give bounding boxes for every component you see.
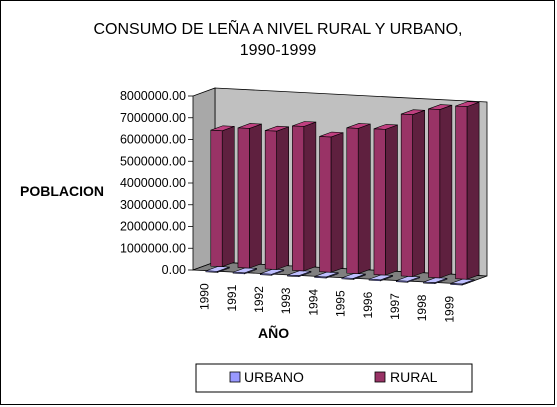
bar-urbano-1996 xyxy=(368,274,393,282)
bar-urbano-1994 xyxy=(314,271,339,279)
bar-rural-1991 xyxy=(237,123,262,269)
bar-urbano-1997-front xyxy=(395,280,408,283)
bar-urbano-1992 xyxy=(259,268,285,276)
bar-rural-1999-front xyxy=(455,105,468,280)
bar-rural-1995 xyxy=(346,123,371,275)
bar-rural-1998-side xyxy=(439,104,453,279)
bar-urbano-1990 xyxy=(205,266,230,273)
bar-rural-1999-side xyxy=(466,101,480,280)
x-tick-label: 1996 xyxy=(361,291,375,318)
bar-rural-1998-front xyxy=(428,108,441,279)
bar-rural-1999 xyxy=(455,101,480,280)
bar-urbano-1993-front xyxy=(287,274,300,277)
chart-title-line-1: CONSUMO DE LEÑA A NIVEL RURAL Y URBANO, xyxy=(94,18,463,38)
bar-rural-1994 xyxy=(319,131,344,273)
x-tick-label: 1995 xyxy=(334,290,348,317)
bar-rural-1992-front xyxy=(264,130,277,270)
bar-rural-1995-side xyxy=(357,123,371,275)
legend: URBANO RURAL xyxy=(195,363,473,393)
legend-swatch-urbano xyxy=(229,371,241,383)
x-tick-label: 1993 xyxy=(279,287,293,314)
bar-urbano-1990-front xyxy=(205,270,218,273)
x-tick-label: 1994 xyxy=(306,289,320,316)
bar-urbano-1995 xyxy=(341,273,366,280)
legend-label-urbano: URBANO xyxy=(244,369,304,385)
x-tick-label: 1997 xyxy=(388,293,402,320)
y-tick-label: 3000000.00 xyxy=(120,198,186,212)
legend-label-rural: RURAL xyxy=(390,369,438,385)
x-tick-label: 1998 xyxy=(415,294,429,321)
y-axis-title: POBLACION xyxy=(20,183,104,199)
bar-rural-1991-front xyxy=(237,127,250,269)
bar-urbano-1991-front xyxy=(232,271,245,275)
bar-rural-1997-front xyxy=(400,113,413,277)
bar-rural-1995-front xyxy=(346,127,359,275)
bar-rural-1993-front xyxy=(292,125,305,272)
x-axis-ticks: 1990 1991 1992 1993 1994 1995 1996 1997 1998 1999 xyxy=(198,283,457,323)
bar-urbano-1998 xyxy=(423,277,448,285)
bar-rural-1997 xyxy=(400,109,425,277)
bar-rural-1990-side xyxy=(221,125,235,268)
y-tick-label: 4000000.00 xyxy=(120,176,186,190)
bar-urbano-1996-front xyxy=(368,278,381,282)
x-tick-label: 1992 xyxy=(252,286,266,313)
bar-urbano-1993 xyxy=(287,270,312,278)
x-tick-label: 1990 xyxy=(198,283,212,310)
bar-rural-1994-side xyxy=(330,132,344,273)
chart-title-line-2: 1990-1999 xyxy=(240,42,317,59)
bar-urbano-1995-front xyxy=(341,277,354,280)
legend-box xyxy=(195,363,473,393)
y-tick-label: 5000000.00 xyxy=(120,154,186,168)
bar-rural-1993 xyxy=(292,121,317,272)
bars-group xyxy=(205,101,480,286)
bar-rural-1997-side xyxy=(412,109,425,277)
bar-rural-1996 xyxy=(373,124,398,276)
bar-urbano-1991 xyxy=(232,267,257,275)
bar-rural-1990 xyxy=(210,125,235,268)
bar-rural-1991-side xyxy=(249,123,262,269)
y-tick-label: 1000000.00 xyxy=(120,241,186,255)
bar-rural-1992 xyxy=(264,125,289,270)
y-axis-ticks: 0.00 1000000.00 2000000.00 3000000.00 400000… xyxy=(120,89,193,277)
legend-swatch-rural xyxy=(374,371,386,383)
x-axis-title: AÑO xyxy=(258,324,289,341)
bar-rural-1994-front xyxy=(319,136,332,273)
bar-urbano-1994-front xyxy=(314,276,327,279)
x-tick-label: 1991 xyxy=(225,284,239,311)
bar-urbano-1997 xyxy=(395,275,421,283)
x-tick-label: 1999 xyxy=(442,296,456,323)
y-tick-label: 6000000.00 xyxy=(120,133,186,147)
bar-urbano-1992-front xyxy=(259,273,272,276)
y-tick-label: 8000000.00 xyxy=(120,89,186,103)
y-tick-label: 2000000.00 xyxy=(120,220,186,234)
bar-rural-1996-front xyxy=(373,128,386,276)
y-tick-label: 7000000.00 xyxy=(120,111,186,125)
bar-rural-1992-side xyxy=(276,126,289,270)
y-tick-label: 0.00 xyxy=(162,263,186,277)
bar-rural-1996-side xyxy=(385,124,398,276)
bar-urbano-1998-front xyxy=(423,281,436,284)
bar-rural-1990-front xyxy=(210,129,223,268)
bar-urbano-1999 xyxy=(450,278,475,286)
bar-rural-1998 xyxy=(428,104,453,279)
bar-urbano-1999-front xyxy=(450,283,463,286)
bar-rural-1993-side xyxy=(303,121,317,272)
